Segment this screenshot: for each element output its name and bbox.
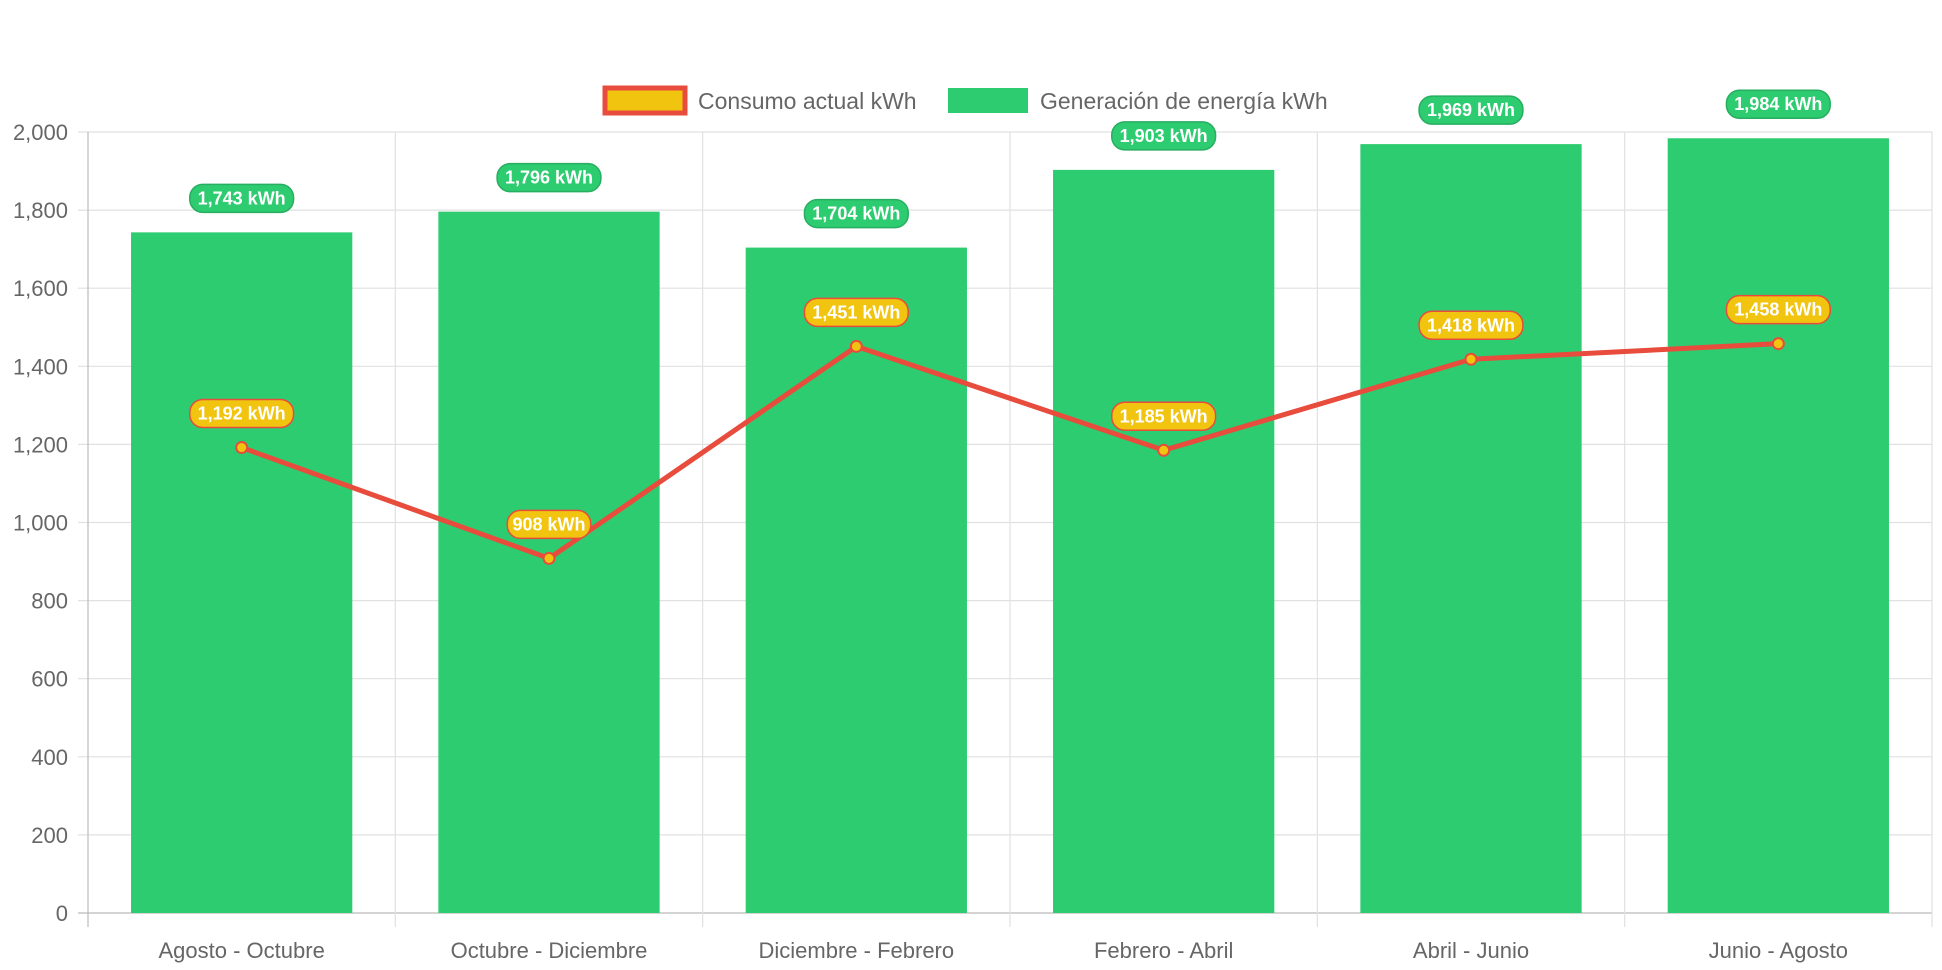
generation-value-label-bg: [803, 198, 909, 229]
grid-lines: [78, 131, 1933, 927]
generation-value-label-bg: [189, 183, 295, 214]
x-axis: Agosto - Octubre Octubre - Diciembre Dicie…: [159, 938, 1849, 963]
generation-value-label-text: 1,984 kWh: [1734, 94, 1822, 114]
consumption-value-label: 1,192 kWh: [189, 398, 295, 429]
consumption-value-label-text: 1,418 kWh: [1427, 315, 1515, 335]
legend-swatch-generation: [948, 88, 1028, 113]
x-tick-label: Abril - Junio: [1413, 938, 1529, 963]
y-axis: 0 200 400 600 800 1,000 1,200 1,400 1,600 1,800 2,…: [13, 120, 68, 926]
consumption-value-label-bg: [506, 509, 592, 540]
legend: Consumo actual kWh Generación de energía…: [602, 85, 1328, 116]
x-tick-label: Diciembre - Febrero: [759, 938, 955, 963]
generation-value-label: 1,704 kWh: [803, 198, 909, 229]
generation-bar[interactable]: [1360, 144, 1582, 914]
generation-value-label-text: 1,704 kWh: [812, 204, 900, 224]
consumption-value-label-text: 1,185 kWh: [1120, 406, 1208, 426]
generation-value-label-bg: [496, 162, 602, 193]
generation-bars: [131, 138, 1889, 914]
generation-value-label-bg: [1418, 95, 1524, 125]
generation-value-label: 1,903 kWh: [1111, 121, 1217, 151]
y-tick-label: 2,000: [13, 120, 68, 145]
data-labels: 1,743 kWh 1,796 kWh 1,704 kWh 1,903 kWh 1,96…: [189, 89, 1831, 540]
consumption-value-label-text: 1,451 kWh: [812, 302, 900, 322]
consumption-value-label: 1,451 kWh: [803, 297, 909, 328]
y-tick-label: 800: [31, 589, 68, 614]
y-tick-label: 1,400: [13, 354, 68, 379]
y-tick-label: 0: [56, 901, 68, 926]
y-tick-label: 1,200: [13, 432, 68, 457]
consumption-point[interactable]: [235, 441, 249, 455]
x-tick-label: Junio - Agosto: [1709, 938, 1848, 963]
consumption-value-label-text: 1,192 kWh: [198, 404, 286, 424]
y-tick-label: 1,800: [13, 198, 68, 223]
x-tick-label: Febrero - Abril: [1094, 938, 1233, 963]
consumption-point[interactable]: [849, 339, 863, 353]
x-tick-label: Octubre - Diciembre: [451, 938, 648, 963]
consumption-point[interactable]: [1771, 337, 1785, 351]
consumption-point[interactable]: [1157, 443, 1171, 457]
consumption-value-label: 1,458 kWh: [1725, 294, 1831, 325]
legend-swatch-consumption: [602, 85, 688, 116]
generation-value-label: 1,984 kWh: [1725, 89, 1831, 119]
consumption-value-label: 1,185 kWh: [1111, 401, 1217, 432]
legend-label-consumption: Consumo actual kWh: [698, 88, 917, 114]
generation-bar[interactable]: [745, 247, 967, 913]
generation-bar[interactable]: [1667, 138, 1889, 914]
generation-value-label-text: 1,903 kWh: [1120, 126, 1208, 146]
legend-label-generation: Generación de energía kWh: [1040, 88, 1328, 114]
y-tick-label: 400: [31, 745, 68, 770]
consumption-point[interactable]: [542, 551, 556, 565]
generation-value-label-text: 1,743 kWh: [198, 188, 286, 208]
consumption-point[interactable]: [1464, 352, 1478, 366]
generation-value-label-text: 1,796 kWh: [505, 168, 593, 188]
consumption-value-label: 908 kWh: [506, 509, 592, 540]
consumption-value-label-bg: [1725, 294, 1831, 325]
generation-value-label-bg: [1111, 121, 1217, 151]
generation-value-label-bg: [1725, 89, 1831, 119]
generation-value-label-text: 1,969 kWh: [1427, 100, 1515, 120]
x-tick-label: Agosto - Octubre: [159, 938, 325, 963]
generation-value-label: 1,743 kWh: [189, 183, 295, 214]
consumption-value-label-text: 908 kWh: [512, 514, 585, 534]
y-tick-label: 600: [31, 667, 68, 692]
consumption-value-label-text: 1,458 kWh: [1734, 300, 1822, 320]
consumption-value-label-bg: [1418, 310, 1524, 341]
consumption-value-label-bg: [1111, 401, 1217, 432]
generation-value-label: 1,796 kWh: [496, 162, 602, 193]
consumption-line-path: [240, 341, 1779, 561]
consumption-line: [235, 337, 1785, 565]
generation-bar[interactable]: [1053, 169, 1275, 914]
legend-item-consumption[interactable]: Consumo actual kWh: [602, 85, 917, 116]
consumption-value-label-bg: [189, 398, 295, 429]
generation-bar[interactable]: [131, 232, 353, 913]
y-tick-label: 1,000: [13, 511, 68, 536]
legend-item-generation[interactable]: Generación de energía kWh: [948, 88, 1328, 114]
consumption-value-label-bg: [803, 297, 909, 328]
y-tick-label: 200: [31, 823, 68, 848]
consumption-value-label: 1,418 kWh: [1418, 310, 1524, 341]
generation-value-label: 1,969 kWh: [1418, 95, 1524, 125]
y-tick-label: 1,600: [13, 276, 68, 301]
